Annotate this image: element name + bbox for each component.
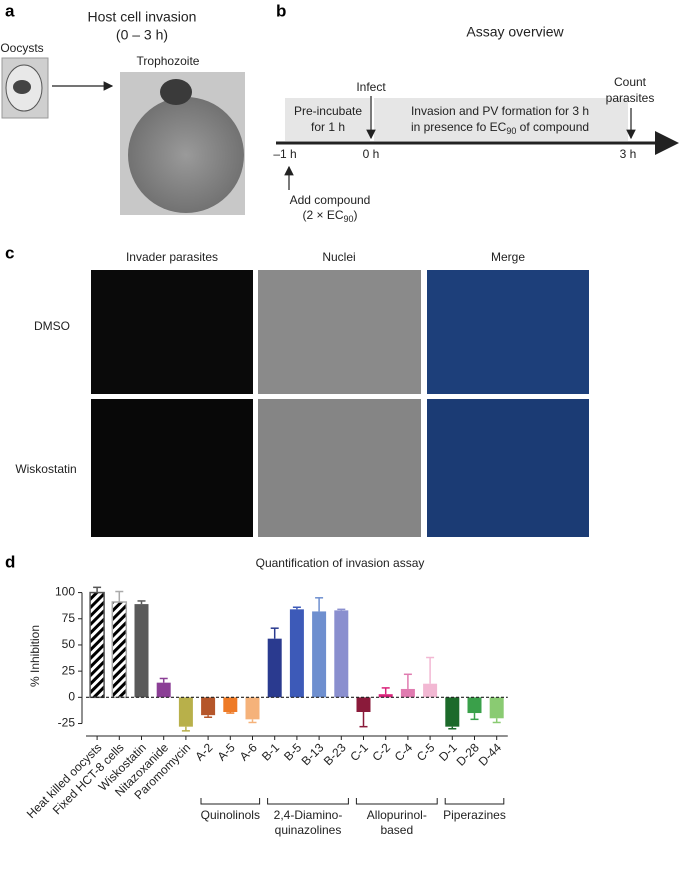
- x-tick-label: C-4: [392, 740, 416, 764]
- bar: [267, 638, 282, 698]
- box-text: Pre-incubate: [294, 104, 362, 118]
- micrograph: [427, 270, 589, 394]
- micrograph: [258, 270, 421, 394]
- bar: [445, 697, 460, 727]
- bar: [245, 697, 260, 720]
- column-header: Invader parasites: [126, 250, 218, 264]
- bar: [467, 697, 482, 714]
- subscript: 90: [344, 214, 354, 224]
- bar: [378, 694, 393, 698]
- group-label: based: [380, 823, 413, 837]
- subscript: 90: [506, 126, 516, 136]
- time-label: 0 h: [363, 147, 380, 161]
- x-tick-label: C-2: [369, 740, 393, 764]
- preincubate-box: [285, 98, 370, 141]
- text-part: of compound: [516, 120, 589, 134]
- group-label: quinazolines: [275, 823, 342, 837]
- group-bracket: [267, 798, 349, 805]
- invasion-box: [374, 98, 628, 141]
- row-label: Wiskostatin: [15, 462, 76, 476]
- text-part: ): [354, 208, 358, 222]
- bar: [423, 683, 438, 698]
- panel-title: Assay overview: [466, 24, 564, 40]
- x-tick-label: B-23: [321, 740, 349, 768]
- y-tick-label: 50: [62, 637, 76, 651]
- text-part: (2 × EC: [302, 208, 343, 222]
- x-tick-label: B-1: [259, 740, 282, 763]
- trophozoite: [160, 79, 192, 105]
- group-label: Quinolinols: [201, 808, 260, 822]
- event-label: Infect: [356, 80, 386, 94]
- bar: [178, 697, 193, 727]
- bar: [201, 697, 216, 716]
- x-tick-label: C-1: [347, 740, 371, 764]
- bar: [134, 604, 149, 698]
- y-tick-label: 0: [68, 690, 75, 704]
- bar: [156, 682, 171, 698]
- y-tick-label: -25: [58, 716, 76, 730]
- x-tick-label: A-6: [237, 740, 260, 763]
- x-tick-label: D-44: [476, 740, 505, 769]
- y-axis-label: % Inhibition: [28, 625, 42, 687]
- event-label: Count: [614, 75, 647, 89]
- y-tick-label: 75: [62, 611, 76, 625]
- x-tick-label: C-5: [414, 740, 438, 764]
- chart: d Quantification of invasion assay % Inh…: [5, 552, 508, 837]
- event-label: Add compound: [290, 193, 371, 207]
- micrograph: [91, 399, 253, 537]
- oocyst-core: [13, 80, 31, 94]
- panel-subtitle: (0 – 3 h): [116, 27, 168, 43]
- time-label: –1 h: [273, 147, 296, 161]
- time-label: 3 h: [620, 147, 637, 161]
- bar: [289, 609, 304, 698]
- bar: [89, 591, 105, 699]
- bar: [223, 697, 238, 712]
- panel-title: Host cell invasion: [88, 9, 197, 25]
- bar: [111, 601, 128, 699]
- panel-letter: d: [5, 552, 15, 571]
- micrograph: [258, 399, 421, 537]
- panel-letter: a: [5, 1, 15, 20]
- box-text: in presence fo EC90 of compound: [411, 120, 589, 136]
- row-label: DMSO: [34, 319, 70, 333]
- column-header: Nuclei: [322, 250, 355, 264]
- x-tick-label: A-5: [215, 740, 238, 763]
- x-tick-label: A-2: [192, 740, 215, 763]
- y-tick-label: 100: [55, 585, 75, 599]
- group-label: Allopurinol-: [367, 808, 427, 822]
- host-cell: [128, 97, 244, 213]
- group-bracket: [444, 798, 505, 805]
- group-bracket: [200, 798, 261, 805]
- text-part: in presence fo EC: [411, 120, 507, 134]
- event-label: (2 × EC90): [302, 208, 357, 224]
- bar: [334, 610, 349, 698]
- bar: [400, 688, 415, 698]
- group-label: 2,4-Diamino-: [274, 808, 343, 822]
- panel-letter: b: [276, 1, 286, 20]
- bar: [489, 697, 504, 719]
- x-tick-label: B-13: [299, 740, 327, 768]
- box-text: Invasion and PV formation for 3 h: [411, 104, 589, 118]
- chart-title: Quantification of invasion assay: [256, 556, 425, 570]
- group-label: Piperazines: [443, 808, 506, 822]
- image-label: Trophozoite: [137, 54, 200, 68]
- box-text: for 1 h: [311, 120, 345, 134]
- y-tick-label: 25: [62, 663, 76, 677]
- bar: [356, 697, 371, 712]
- group-bracket: [355, 798, 438, 805]
- micrograph: [427, 399, 589, 537]
- column-header: Merge: [491, 250, 525, 264]
- micrograph: [91, 270, 253, 394]
- x-tick-label: D-28: [454, 740, 483, 769]
- image-label: Oocysts: [0, 41, 43, 55]
- panel-letter: c: [5, 243, 14, 262]
- bar: [312, 611, 327, 698]
- event-label: parasites: [606, 91, 655, 105]
